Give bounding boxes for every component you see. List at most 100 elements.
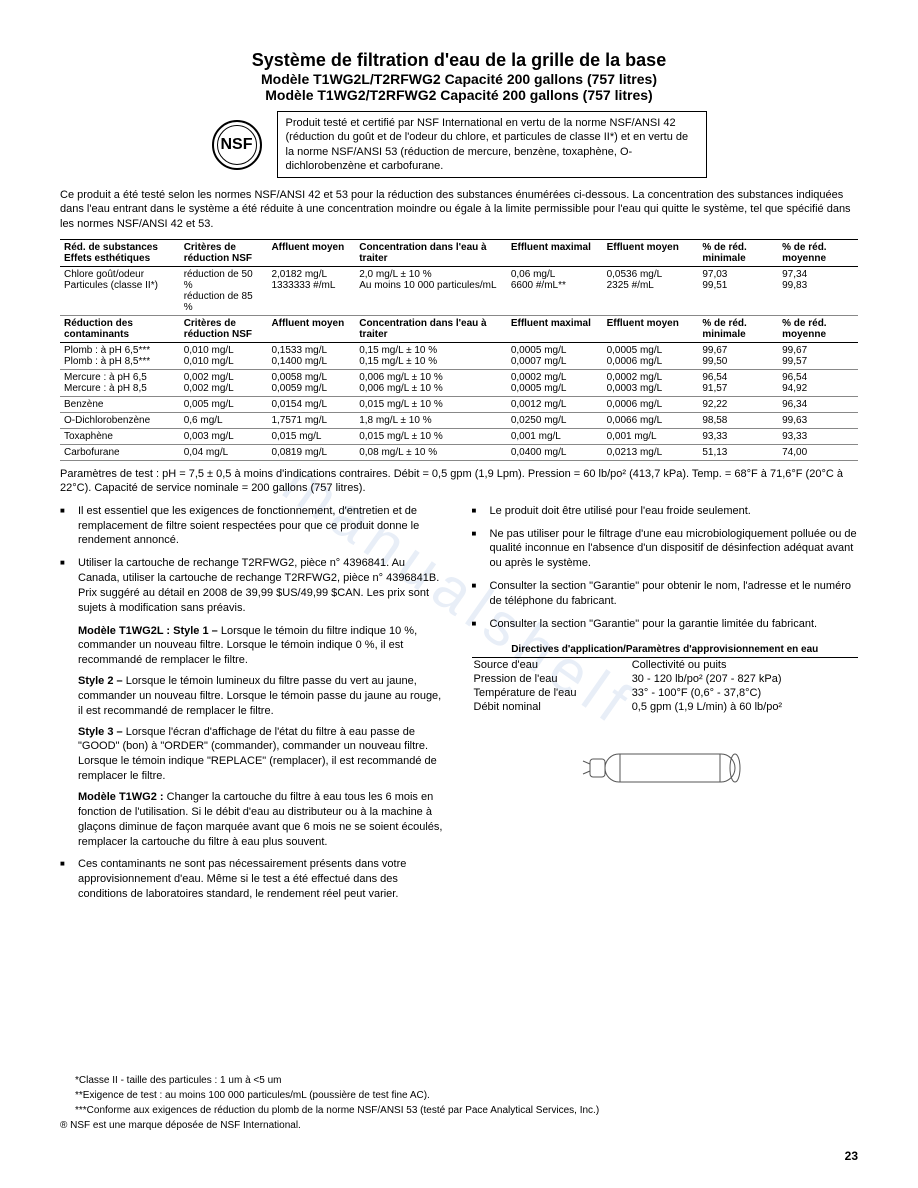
column-header: Effluent maximal [507,240,603,267]
guidelines-table: Source d'eauCollectivité ou puitsPressio… [472,658,859,714]
table-cell: 1,8 mg/L ± 10 % [355,413,507,429]
table-cell: O-Dichlorobenzène [60,413,180,429]
right-bullet-3: Consulter la section "Garantie" pour obt… [472,579,859,609]
table-cell: 96,5494,92 [778,370,858,397]
title-sub2: Modèle T1WG2/T2RFWG2 Capacité 200 gallon… [60,87,858,103]
nsf-badge-icon: NSF [212,120,262,170]
table-cell: 97,0399,51 [698,267,778,316]
table-cell: 51,13 [698,445,778,461]
table-cell: 0,005 mg/L [180,397,268,413]
table-cell: 0,0536 mg/L2325 #/mL [603,267,699,316]
table-cell: 92,22 [698,397,778,413]
table-cell: Plomb : à pH 6,5***Plomb : à pH 8,5*** [60,343,180,370]
table-cell: 0,003 mg/L [180,429,268,445]
table-row: Carbofurane0,04 mg/L0,0819 mg/L0,08 mg/L… [60,445,858,461]
guide-row: Pression de l'eau30 - 120 lb/po² (207 - … [472,672,859,686]
table-row: O-Dichlorobenzène0,6 mg/L1,7571 mg/L1,8 … [60,413,858,429]
column-header: Effluent moyen [603,316,699,343]
column-header: Concentration dans l'eau à traiter [355,316,507,343]
table-cell: 0,0154 mg/L [267,397,355,413]
table-cell: 98,58 [698,413,778,429]
title-main: Système de filtration d'eau de la grille… [60,50,858,71]
table-cell: 0,0002 mg/L0,0005 mg/L [507,370,603,397]
footnote-2: **Exigence de test : au moins 100 000 pa… [75,1088,858,1103]
column-header: Réduction des contaminants [60,316,180,343]
footnotes: *Classe II - taille des particules : 1 u… [60,1073,858,1133]
guide-cell: Pression de l'eau [472,672,630,686]
table-cell: 0,006 mg/L ± 10 %0,006 mg/L ± 10 % [355,370,507,397]
guide-cell: Température de l'eau [472,686,630,700]
table-cell: 1,7571 mg/L [267,413,355,429]
table-row: Plomb : à pH 6,5***Plomb : à pH 8,5***0,… [60,343,858,370]
page-content: Système de filtration d'eau de la grille… [60,50,858,910]
column-header: % de réd. minimale [698,316,778,343]
table-cell: 0,010 mg/L0,010 mg/L [180,343,268,370]
model2-label: Modèle T1WG2 : [78,791,164,803]
column-header: Concentration dans l'eau à traiter [355,240,507,267]
table-cell: 0,0250 mg/L [507,413,603,429]
table-cell: Benzène [60,397,180,413]
guide-cell: 0,5 gpm (1,9 L/min) à 60 lb/po² [630,700,858,714]
table-cell: Toxaphène [60,429,180,445]
table-cell: 0,08 mg/L ± 10 % [355,445,507,461]
style3-label: Style 3 – [78,726,123,738]
column-header: % de réd. minimale [698,240,778,267]
table-cell: 0,0012 mg/L [507,397,603,413]
table-cell: 0,001 mg/L [603,429,699,445]
style1-label: Modèle T1WG2L : Style 1 – [78,625,218,637]
table-cell: 0,0819 mg/L [267,445,355,461]
table-cell: 0,0002 mg/L0,0003 mg/L [603,370,699,397]
title-block: Système de filtration d'eau de la grille… [60,50,858,103]
guidelines-title: Directives d'application/Paramètres d'ap… [472,644,859,658]
guide-row: Débit nominal0,5 gpm (1,9 L/min) à 60 lb… [472,700,859,714]
table-cell: 0,04 mg/L [180,445,268,461]
column-header: % de réd. moyenne [778,316,858,343]
guide-cell: 33° - 100°F (0,6° - 37,8°C) [630,686,858,700]
left-bullet-2: Utiliser la cartouche de rechange T2RFWG… [60,556,447,615]
table-cell: 0,015 mg/L [267,429,355,445]
certification-row: NSF Produit testé et certifié par NSF In… [60,111,858,178]
style3-text: Lorsque l'écran d'affichage de l'état du… [78,726,437,783]
table-cell: 93,33 [778,429,858,445]
table-cell: 99,6799,57 [778,343,858,370]
column-header: Effluent maximal [507,316,603,343]
style-descriptions: Modèle T1WG2L : Style 1 – Lorsque le tém… [60,624,447,850]
table-row: Toxaphène0,003 mg/L0,015 mg/L0,015 mg/L … [60,429,858,445]
two-column-layout: Il est essentiel que les exigences de fo… [60,504,858,910]
table-cell: 0,0058 mg/L0,0059 mg/L [267,370,355,397]
table-cell: 0,0005 mg/L0,0007 mg/L [507,343,603,370]
table-cell: 0,001 mg/L [507,429,603,445]
table-cell: 0,1533 mg/L0,1400 mg/L [267,343,355,370]
footnote-4: ® NSF est une marque déposée de NSF Inte… [60,1118,858,1133]
table-cell: Mercure : à pH 6,5Mercure : à pH 8,5 [60,370,180,397]
guidelines-box: Directives d'application/Paramètres d'ap… [472,644,859,714]
table-cell: Chlore goût/odeurParticules (classe II*) [60,267,180,316]
guide-row: Source d'eauCollectivité ou puits [472,658,859,672]
table-cell: 74,00 [778,445,858,461]
column-header: % de réd. moyenne [778,240,858,267]
table-cell: 0,002 mg/L0,002 mg/L [180,370,268,397]
footnote-3: ***Conforme aux exigences de réduction d… [75,1103,858,1118]
table-cell: 96,5491,57 [698,370,778,397]
left-bullet-1: Il est essentiel que les exigences de fo… [60,504,447,549]
table-cell: 0,015 mg/L ± 10 % [355,429,507,445]
table-cell: 0,0213 mg/L [603,445,699,461]
title-sub1: Modèle T1WG2L/T2RFWG2 Capacité 200 gallo… [60,71,858,87]
filter-cartridge-icon [575,729,755,799]
left-column: Il est essentiel que les exigences de fo… [60,504,447,910]
table-cell: 0,015 mg/L ± 10 % [355,397,507,413]
table-cell: 97,3499,83 [778,267,858,316]
column-header: Affluent moyen [267,316,355,343]
table-cell: 2,0 mg/L ± 10 %Au moins 10 000 particule… [355,267,507,316]
table-cell: 0,15 mg/L ± 10 %0,15 mg/L ± 10 % [355,343,507,370]
table-cell: 0,0006 mg/L [603,397,699,413]
table-cell: 0,0066 mg/L [603,413,699,429]
left-bullet-3: Ces contaminants ne sont pas nécessairem… [60,857,447,902]
table-cell: 2,0182 mg/L1333333 #/mL [267,267,355,316]
table-cell: réduction de 50 %réduction de 85 % [180,267,268,316]
style2-label: Style 2 – [78,675,123,687]
table-cell: 0,0005 mg/L0,0006 mg/L [603,343,699,370]
column-header: Affluent moyen [267,240,355,267]
table-row: Mercure : à pH 6,5Mercure : à pH 8,50,00… [60,370,858,397]
right-bullet-4: Consulter la section "Garantie" pour la … [472,617,859,632]
